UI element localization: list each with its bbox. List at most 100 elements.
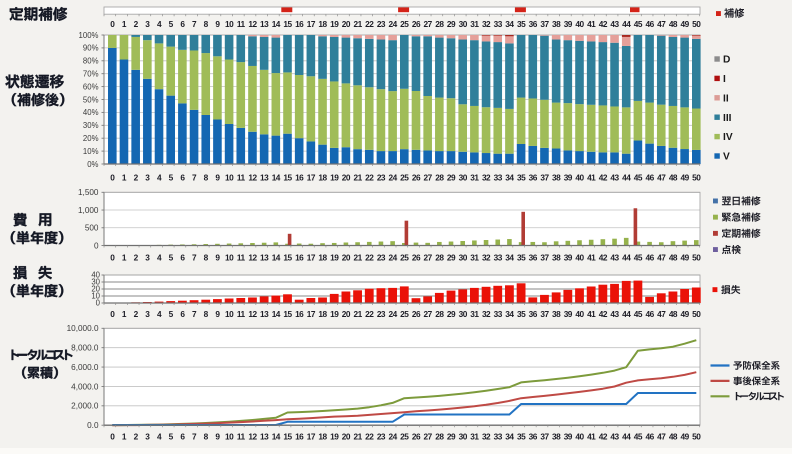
svg-text:12: 12: [248, 19, 257, 29]
svg-text:37: 37: [540, 432, 549, 442]
svg-text:32: 32: [482, 173, 491, 183]
svg-text:47: 47: [657, 432, 666, 442]
svg-text:41: 41: [587, 19, 596, 29]
svg-text:28: 28: [435, 19, 444, 29]
svg-text:42: 42: [599, 253, 608, 263]
svg-text:39: 39: [564, 309, 573, 319]
svg-text:18: 18: [318, 253, 327, 263]
svg-text:39: 39: [564, 173, 573, 183]
svg-text:1,500: 1,500: [78, 188, 99, 197]
svg-text:44: 44: [622, 432, 631, 442]
svg-text:39: 39: [564, 19, 573, 29]
svg-text:41: 41: [587, 309, 596, 319]
svg-text:44: 44: [622, 309, 631, 319]
svg-text:28: 28: [435, 432, 444, 442]
svg-text:17: 17: [307, 173, 316, 183]
svg-text:10: 10: [225, 173, 234, 183]
svg-text:22: 22: [365, 253, 374, 263]
svg-text:36: 36: [529, 19, 538, 29]
svg-text:45: 45: [634, 432, 643, 442]
svg-text:11: 11: [237, 19, 246, 29]
svg-text:30: 30: [459, 19, 468, 29]
svg-text:28: 28: [435, 253, 444, 263]
svg-text:29: 29: [447, 19, 456, 29]
svg-text:37: 37: [540, 253, 549, 263]
svg-text:49: 49: [681, 253, 690, 263]
svg-text:6,000.0: 6,000.0: [71, 363, 99, 372]
svg-text:21: 21: [353, 19, 362, 29]
svg-text:15: 15: [283, 309, 292, 319]
svg-text:36: 36: [529, 253, 538, 263]
svg-text:30: 30: [459, 432, 468, 442]
svg-text:48: 48: [669, 19, 678, 29]
svg-text:33: 33: [494, 309, 503, 319]
svg-text:22: 22: [365, 173, 374, 183]
svg-text:34: 34: [505, 19, 514, 29]
svg-text:10: 10: [225, 253, 234, 263]
svg-text:30%: 30%: [83, 121, 99, 130]
svg-text:60%: 60%: [83, 82, 99, 91]
svg-text:18: 18: [318, 173, 327, 183]
svg-text:36: 36: [529, 309, 538, 319]
svg-text:12: 12: [248, 309, 257, 319]
svg-text:24: 24: [389, 309, 398, 319]
svg-text:18: 18: [318, 309, 327, 319]
svg-text:45: 45: [634, 173, 643, 183]
svg-text:45: 45: [634, 253, 643, 263]
svg-text:19: 19: [330, 19, 339, 29]
svg-text:19: 19: [330, 432, 339, 442]
svg-text:47: 47: [657, 253, 666, 263]
svg-text:41: 41: [587, 432, 596, 442]
svg-text:40: 40: [575, 432, 584, 442]
svg-text:30: 30: [459, 173, 468, 183]
svg-text:20: 20: [342, 432, 351, 442]
svg-text:49: 49: [681, 173, 690, 183]
svg-text:0%: 0%: [87, 160, 98, 169]
svg-text:27: 27: [424, 432, 433, 442]
svg-text:41: 41: [587, 173, 596, 183]
svg-text:21: 21: [353, 309, 362, 319]
svg-text:23: 23: [377, 19, 386, 29]
svg-text:35: 35: [517, 432, 526, 442]
svg-text:13: 13: [260, 309, 269, 319]
svg-text:17: 17: [307, 309, 316, 319]
svg-text:23: 23: [377, 173, 386, 183]
svg-text:31: 31: [470, 432, 479, 442]
svg-text:38: 38: [552, 432, 561, 442]
svg-text:27: 27: [424, 309, 433, 319]
svg-text:35: 35: [517, 19, 526, 29]
svg-text:V: V: [723, 152, 730, 163]
svg-text:13: 13: [260, 19, 269, 29]
svg-text:45: 45: [634, 309, 643, 319]
svg-text:33: 33: [494, 19, 503, 29]
svg-text:20: 20: [342, 173, 351, 183]
svg-text:19: 19: [330, 309, 339, 319]
svg-text:33: 33: [494, 432, 503, 442]
svg-text:D: D: [723, 55, 730, 66]
svg-text:40%: 40%: [83, 108, 99, 117]
svg-text:28: 28: [435, 309, 444, 319]
svg-text:16: 16: [295, 432, 304, 442]
svg-text:II: II: [723, 93, 729, 104]
svg-text:18: 18: [318, 19, 327, 29]
svg-text:38: 38: [552, 19, 561, 29]
svg-text:13: 13: [260, 173, 269, 183]
svg-text:47: 47: [657, 19, 666, 29]
svg-text:17: 17: [307, 19, 316, 29]
svg-text:48: 48: [669, 173, 678, 183]
svg-text:40: 40: [575, 309, 584, 319]
svg-text:28: 28: [435, 173, 444, 183]
svg-text:24: 24: [389, 173, 398, 183]
svg-text:4,000.0: 4,000.0: [71, 382, 99, 391]
svg-text:11: 11: [237, 309, 246, 319]
svg-text:21: 21: [353, 173, 362, 183]
svg-text:42: 42: [599, 432, 608, 442]
svg-text:26: 26: [412, 253, 421, 263]
svg-text:38: 38: [552, 309, 561, 319]
svg-text:0.0: 0.0: [87, 421, 99, 430]
svg-text:26: 26: [412, 432, 421, 442]
svg-text:14: 14: [272, 432, 281, 442]
svg-text:0: 0: [96, 299, 101, 308]
svg-text:30: 30: [459, 253, 468, 263]
svg-text:I: I: [723, 74, 726, 85]
